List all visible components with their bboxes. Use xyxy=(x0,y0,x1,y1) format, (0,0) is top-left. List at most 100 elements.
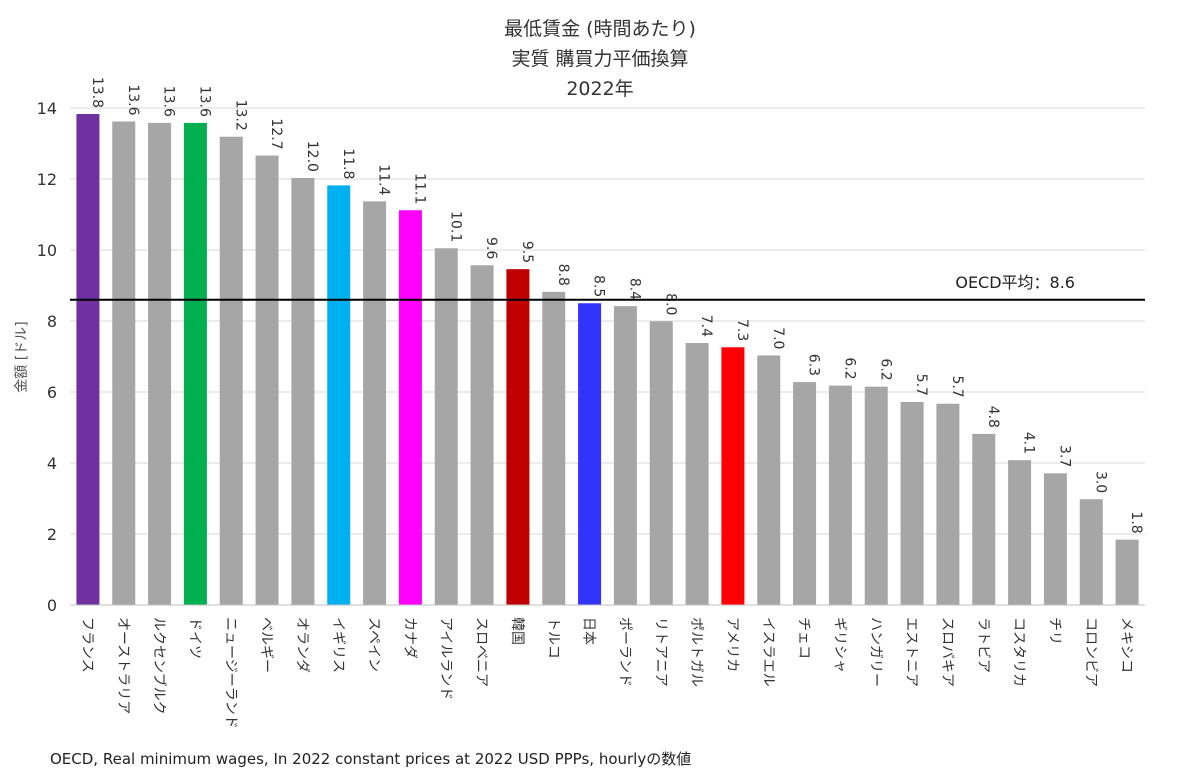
data-label-6: 12.7 xyxy=(268,118,284,149)
bar-29 xyxy=(1079,499,1103,605)
y-tick-label: 8 xyxy=(47,312,57,331)
bar-5 xyxy=(219,136,243,605)
data-label-10: 11.1 xyxy=(411,173,427,204)
source-note: OECD, Real minimum wages, In 2022 consta… xyxy=(50,750,692,768)
bar-3 xyxy=(148,122,172,605)
chart-title-line-1: 最低賃金 (時間あたり) xyxy=(504,18,696,40)
data-label-5: 13.2 xyxy=(232,100,248,131)
bar-13 xyxy=(506,269,530,605)
category-label-9: スペイン xyxy=(366,617,382,672)
category-label-10: カナダ xyxy=(401,617,417,659)
category-label-15: 日本 xyxy=(581,617,597,645)
category-label-7: オランダ xyxy=(294,617,310,673)
data-label-25: 5.7 xyxy=(949,375,965,397)
category-label-24: エストニア xyxy=(903,617,919,687)
bar-12 xyxy=(470,265,494,605)
bar-4 xyxy=(183,122,207,605)
category-label-30: メキシコ xyxy=(1118,617,1134,673)
bar-1 xyxy=(76,114,100,605)
data-label-3: 13.6 xyxy=(161,86,177,117)
data-label-19: 7.3 xyxy=(734,319,750,341)
bar-30 xyxy=(1115,539,1139,605)
bar-6 xyxy=(255,155,279,605)
category-label-4: ドイツ xyxy=(186,617,202,659)
category-label-13: 韓国 xyxy=(509,617,525,645)
category-label-26: ラトビア xyxy=(975,617,991,673)
data-label-1: 13.8 xyxy=(89,77,105,108)
bar-27 xyxy=(1008,460,1032,605)
y-axis-label: 金額 [ドル] xyxy=(14,321,30,392)
category-label-22: ギリシャ xyxy=(831,617,847,673)
bar-18 xyxy=(685,343,709,605)
data-label-27: 4.1 xyxy=(1021,432,1037,454)
data-label-28: 3.7 xyxy=(1056,445,1072,467)
bar-11 xyxy=(434,248,458,605)
data-label-9: 11.4 xyxy=(376,164,392,195)
bar-25 xyxy=(936,403,960,605)
category-label-19: アメリカ xyxy=(724,617,740,672)
data-label-13: 9.5 xyxy=(519,241,535,263)
bar-20 xyxy=(757,355,781,605)
category-label-18: ポルトガル xyxy=(688,617,704,687)
data-label-17: 8.0 xyxy=(662,293,678,315)
data-label-26: 4.8 xyxy=(985,406,1001,428)
category-label-16: ポーランド xyxy=(616,617,632,687)
data-label-30: 1.8 xyxy=(1128,511,1144,533)
bar-22 xyxy=(828,385,852,605)
y-tick-label: 10 xyxy=(37,241,57,260)
category-label-6: ベルギー xyxy=(258,617,274,673)
data-label-7: 12.0 xyxy=(304,141,320,172)
category-label-3: ルクセンブルク xyxy=(151,617,168,715)
bar-15 xyxy=(578,303,602,605)
data-label-22: 6.2 xyxy=(841,357,857,379)
y-tick-label: 0 xyxy=(47,596,57,615)
bar-8 xyxy=(327,185,351,605)
bar-24 xyxy=(900,401,924,605)
y-tick-label: 6 xyxy=(47,383,57,402)
bar-10 xyxy=(398,210,422,606)
data-label-14: 8.8 xyxy=(555,264,571,286)
chart-title-line-3: 2022年 xyxy=(566,78,634,100)
category-label-8: イギリス xyxy=(330,617,346,673)
data-label-20: 7.0 xyxy=(770,327,786,349)
bar-26 xyxy=(972,433,996,605)
data-label-24: 5.7 xyxy=(913,374,929,396)
bar-28 xyxy=(1043,473,1067,605)
category-label-20: イスラエル xyxy=(760,617,776,687)
category-label-2: オーストラリア xyxy=(115,617,131,714)
bar-9 xyxy=(363,201,387,606)
bar-19 xyxy=(721,347,745,605)
data-label-4: 13.6 xyxy=(196,86,212,117)
bar-17 xyxy=(649,321,673,605)
data-label-15: 8.5 xyxy=(591,275,607,297)
y-tick-label: 12 xyxy=(37,170,57,189)
bar-23 xyxy=(864,386,888,605)
category-label-21: チェコ xyxy=(796,617,812,659)
data-label-2: 13.6 xyxy=(125,84,141,115)
data-label-29: 3.0 xyxy=(1092,471,1108,493)
chart-title-line-2: 実質 購買力平価換算 xyxy=(511,48,689,70)
data-label-18: 7.4 xyxy=(698,315,714,337)
category-label-12: スロベニア xyxy=(473,617,489,687)
bar-2 xyxy=(112,121,136,606)
y-tick-label: 4 xyxy=(47,454,57,473)
data-label-11: 10.1 xyxy=(447,211,463,242)
bar-14 xyxy=(542,291,566,605)
category-label-29: コロンビア xyxy=(1082,617,1098,687)
data-label-12: 9.6 xyxy=(483,237,499,259)
y-tick-label: 14 xyxy=(37,99,57,118)
data-label-23: 6.2 xyxy=(877,358,893,380)
y-tick-label: 2 xyxy=(47,525,57,544)
bar-7 xyxy=(291,177,315,605)
category-label-17: リトアニア xyxy=(652,617,668,687)
bar-16 xyxy=(613,306,637,605)
data-label-8: 11.8 xyxy=(340,148,356,179)
category-label-11: アイルランド xyxy=(437,617,453,700)
oecd-average-label: OECD平均：8.6 xyxy=(955,273,1075,292)
category-label-25: スロバキア xyxy=(939,617,955,687)
category-label-1: フランス xyxy=(79,617,95,673)
category-label-23: ハンガリー xyxy=(867,617,883,687)
category-label-28: チリ xyxy=(1046,617,1062,645)
data-label-21: 6.3 xyxy=(806,354,822,376)
